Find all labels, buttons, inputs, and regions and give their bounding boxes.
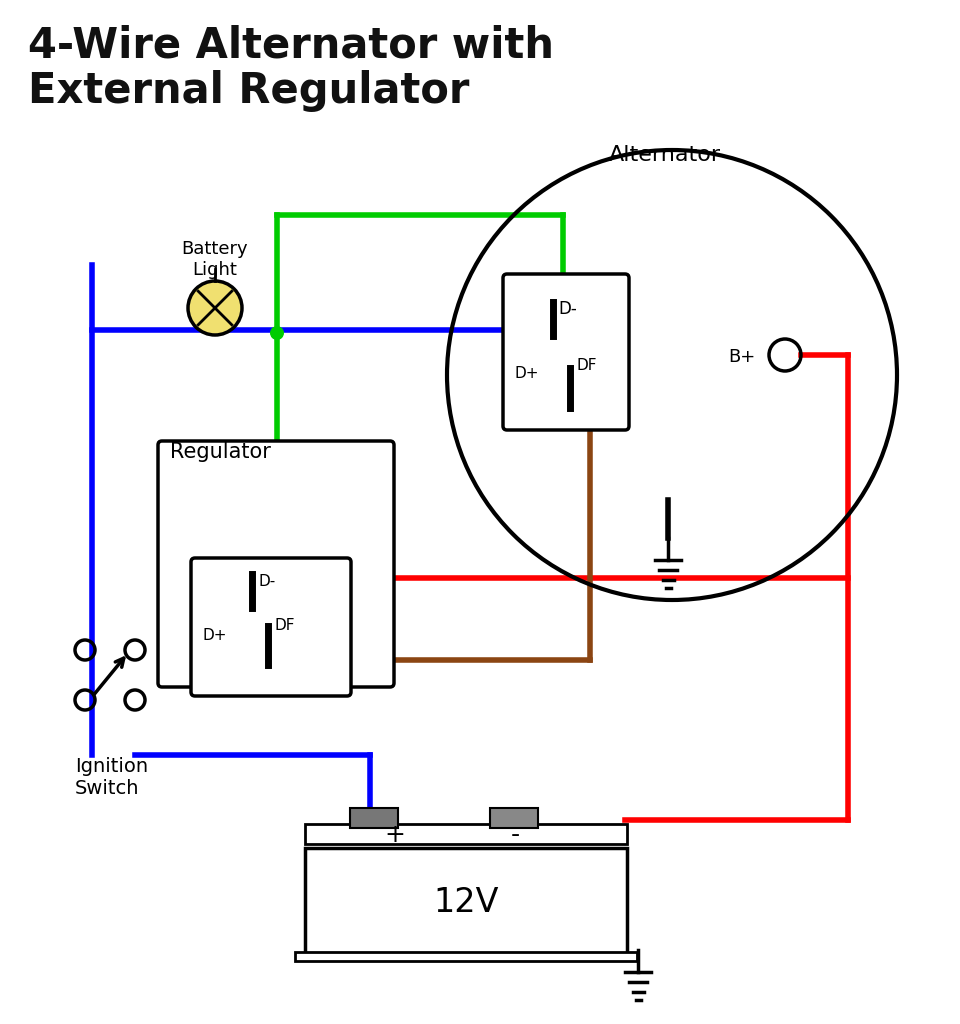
Text: B+: B+ bbox=[728, 348, 755, 366]
Text: D+: D+ bbox=[514, 367, 539, 382]
Text: +: + bbox=[385, 823, 405, 847]
Circle shape bbox=[270, 326, 284, 340]
Bar bbox=[490, 808, 538, 828]
Text: Battery
Light: Battery Light bbox=[181, 240, 249, 279]
Text: D+: D+ bbox=[202, 629, 227, 643]
FancyBboxPatch shape bbox=[503, 274, 629, 430]
FancyBboxPatch shape bbox=[158, 441, 394, 687]
Text: 12V: 12V bbox=[433, 886, 499, 919]
Text: Ignition
Switch: Ignition Switch bbox=[75, 757, 148, 798]
Text: -: - bbox=[511, 823, 519, 847]
Text: D-: D- bbox=[558, 300, 577, 318]
Bar bbox=[350, 808, 398, 828]
Text: D-: D- bbox=[258, 574, 276, 589]
Text: Alternator: Alternator bbox=[609, 145, 721, 165]
Text: DF: DF bbox=[576, 358, 596, 374]
Text: Regulator: Regulator bbox=[170, 442, 271, 462]
FancyBboxPatch shape bbox=[191, 558, 351, 696]
Text: DF: DF bbox=[274, 618, 295, 634]
Bar bbox=[295, 952, 637, 961]
Bar bbox=[305, 848, 627, 954]
Text: 4-Wire Alternator with
External Regulator: 4-Wire Alternator with External Regulato… bbox=[28, 25, 554, 113]
Circle shape bbox=[188, 281, 242, 335]
Bar bbox=[305, 824, 627, 844]
